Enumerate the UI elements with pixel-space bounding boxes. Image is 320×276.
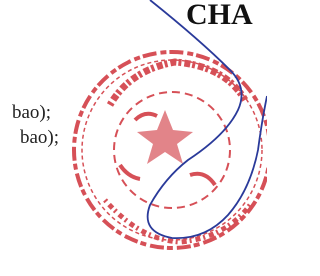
stamp-star <box>137 110 193 164</box>
text-line: bao); <box>20 127 59 148</box>
text-line: bao); <box>12 102 51 123</box>
heading-fragment: CHA <box>186 0 253 31</box>
document-crop: CHA bao); bao); <box>0 0 267 276</box>
page-canvas: CHA bao); bao); <box>0 0 267 276</box>
